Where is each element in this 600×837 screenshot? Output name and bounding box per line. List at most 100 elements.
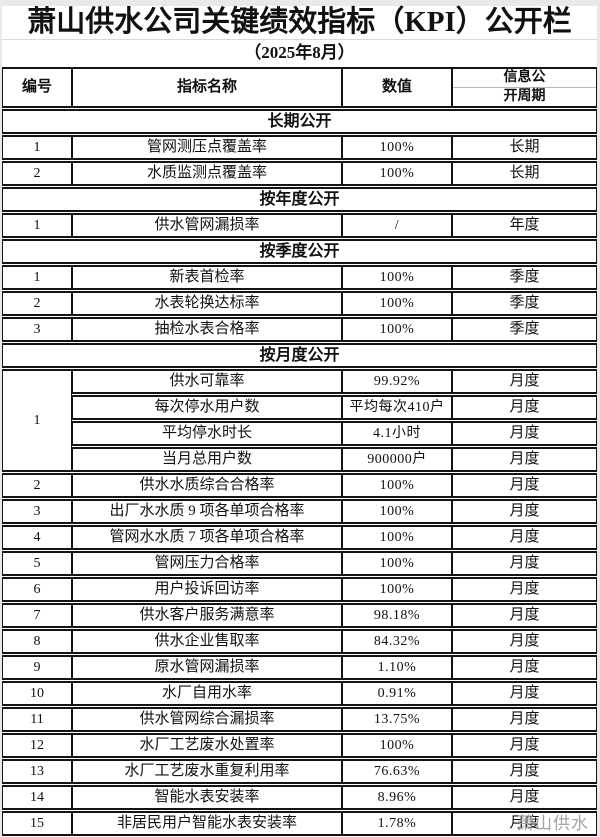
cell-period: 月度 xyxy=(452,759,597,784)
table-row: 平均停水时长 4.1小时 月度 xyxy=(2,421,597,446)
cell-period: 月度 xyxy=(452,681,597,706)
cell-period: 月度 xyxy=(452,603,597,628)
cell-no: 7 xyxy=(2,603,72,628)
cell-name: 水表轮换达标率 xyxy=(72,291,342,316)
cell-value: 平均每次410户 xyxy=(342,395,452,420)
cell-period: 月度 xyxy=(452,447,597,472)
cell-value: 100% xyxy=(342,733,452,758)
section-title: 按月度公开 xyxy=(2,343,597,368)
cell-name: 管网水水质 7 项各单项合格率 xyxy=(72,525,342,550)
cell-period: 月度 xyxy=(452,499,597,524)
cell-no: 6 xyxy=(2,577,72,602)
table-row: 2 水表轮换达标率 100% 季度 xyxy=(2,291,597,316)
cell-value: 1.78% xyxy=(342,811,452,836)
cell-value: 100% xyxy=(342,499,452,524)
cell-no: 2 xyxy=(2,473,72,498)
cell-no: 10 xyxy=(2,681,72,706)
cell-name: 供水客户服务满意率 xyxy=(72,603,342,628)
kpi-sheet: 萧山供水公司关键绩效指标（KPI）公开栏 （2025年8月） 编号 指标名称 数… xyxy=(2,6,597,837)
cell-name: 管网测压点覆盖率 xyxy=(72,135,342,160)
cell-period: 月度 xyxy=(452,811,597,836)
cell-period: 月度 xyxy=(452,551,597,576)
cell-name: 供水管网漏损率 xyxy=(72,213,342,238)
cell-name: 非居民用户智能水表安装率 xyxy=(72,811,342,836)
cell-value: 100% xyxy=(342,577,452,602)
cell-period: 季度 xyxy=(452,265,597,290)
kpi-table: 编号 指标名称 数值 信息公 开周期 长期公开 1 管网测压点覆盖率 100% 长期 2 水… xyxy=(2,66,597,837)
cell-name: 每次停水用户数 xyxy=(72,395,342,420)
cell-period: 月度 xyxy=(452,785,597,810)
cell-value: 4.1小时 xyxy=(342,421,452,446)
table-row: 11 供水管网综合漏损率 13.75% 月度 xyxy=(2,707,597,732)
cell-period: 月度 xyxy=(452,421,597,446)
cell-no: 11 xyxy=(2,707,72,732)
section-title: 按季度公开 xyxy=(2,239,597,264)
cell-value: 0.91% xyxy=(342,681,452,706)
cell-name: 供水水质综合合格率 xyxy=(72,473,342,498)
cell-period: 月度 xyxy=(452,369,597,394)
cell-period: 长期 xyxy=(452,161,597,186)
table-row: 3 抽检水表合格率 100% 季度 xyxy=(2,317,597,342)
section-header-row: 按月度公开 xyxy=(2,343,597,368)
cell-value: 100% xyxy=(342,265,452,290)
table-row: 1 供水可靠率 99.92% 月度 xyxy=(2,369,597,472)
cell-period: 月度 xyxy=(452,733,597,758)
cell-no: 2 xyxy=(2,161,72,186)
cell-value: 100% xyxy=(342,161,452,186)
table-row: 12 水厂工艺废水处置率 100% 月度 xyxy=(2,733,597,758)
table-row: 9 原水管网漏损率 1.10% 月度 xyxy=(2,655,597,680)
cell-value: 8.96% xyxy=(342,785,452,810)
cell-no: 5 xyxy=(2,551,72,576)
table-row: 每次停水用户数 平均每次410户 月度 xyxy=(2,395,597,420)
cell-no: 1 xyxy=(2,213,72,238)
table-header-row: 编号 指标名称 数值 信息公 开周期 xyxy=(2,67,597,108)
table-row: 6 用户投诉回访率 100% 月度 xyxy=(2,577,597,602)
table-row: 当月总用户数 900000户 月度 xyxy=(2,447,597,472)
cell-period: 月度 xyxy=(452,577,597,602)
cell-period: 年度 xyxy=(452,213,597,238)
cell-period: 长期 xyxy=(452,135,597,160)
cell-value: 99.92% xyxy=(342,369,452,394)
cell-name: 供水企业售取率 xyxy=(72,629,342,654)
table-row: 1 新表首检率 100% 季度 xyxy=(2,265,597,290)
cell-value: 100% xyxy=(342,551,452,576)
cell-no: 8 xyxy=(2,629,72,654)
cell-no: 1 xyxy=(2,135,72,160)
table-row: 1 管网测压点覆盖率 100% 长期 xyxy=(2,135,597,160)
table-row: 3 出厂水水质 9 项各单项合格率 100% 月度 xyxy=(2,499,597,524)
table-row: 5 管网压力合格率 100% 月度 xyxy=(2,551,597,576)
cell-period: 月度 xyxy=(452,395,597,420)
cell-no: 1 xyxy=(2,369,72,472)
cell-name: 水厂工艺废水重复利用率 xyxy=(72,759,342,784)
cell-period: 月度 xyxy=(452,629,597,654)
cell-value: 98.18% xyxy=(342,603,452,628)
table-row: 15 非居民用户智能水表安装率 1.78% 月度 xyxy=(2,811,597,836)
table-row: 13 水厂工艺废水重复利用率 76.63% 月度 xyxy=(2,759,597,784)
column-header-value: 数值 xyxy=(342,67,452,108)
cell-no: 1 xyxy=(2,265,72,290)
section-title: 按年度公开 xyxy=(2,187,597,212)
cell-no: 2 xyxy=(2,291,72,316)
cell-name: 水厂自用水率 xyxy=(72,681,342,706)
cell-name: 出厂水水质 9 项各单项合格率 xyxy=(72,499,342,524)
section-header-row: 长期公开 xyxy=(2,109,597,134)
table-row: 10 水厂自用水率 0.91% 月度 xyxy=(2,681,597,706)
cell-no: 14 xyxy=(2,785,72,810)
table-row: 14 智能水表安装率 8.96% 月度 xyxy=(2,785,597,810)
cell-value: 900000户 xyxy=(342,447,452,472)
cell-value: 100% xyxy=(342,291,452,316)
cell-period: 月度 xyxy=(452,707,597,732)
cell-period: 月度 xyxy=(452,655,597,680)
cell-name: 管网压力合格率 xyxy=(72,551,342,576)
cell-name: 供水管网综合漏损率 xyxy=(72,707,342,732)
column-header-period-line1: 信息公 xyxy=(503,70,546,85)
cell-period: 季度 xyxy=(452,291,597,316)
section-header-row: 按季度公开 xyxy=(2,239,597,264)
cell-name: 当月总用户数 xyxy=(72,447,342,472)
cell-name: 供水可靠率 xyxy=(72,369,342,394)
cell-name: 新表首检率 xyxy=(72,265,342,290)
cell-value: 100% xyxy=(342,525,452,550)
cell-no: 3 xyxy=(2,499,72,524)
table-row: 7 供水客户服务满意率 98.18% 月度 xyxy=(2,603,597,628)
page-title: 萧山供水公司关键绩效指标（KPI）公开栏 xyxy=(2,6,597,40)
